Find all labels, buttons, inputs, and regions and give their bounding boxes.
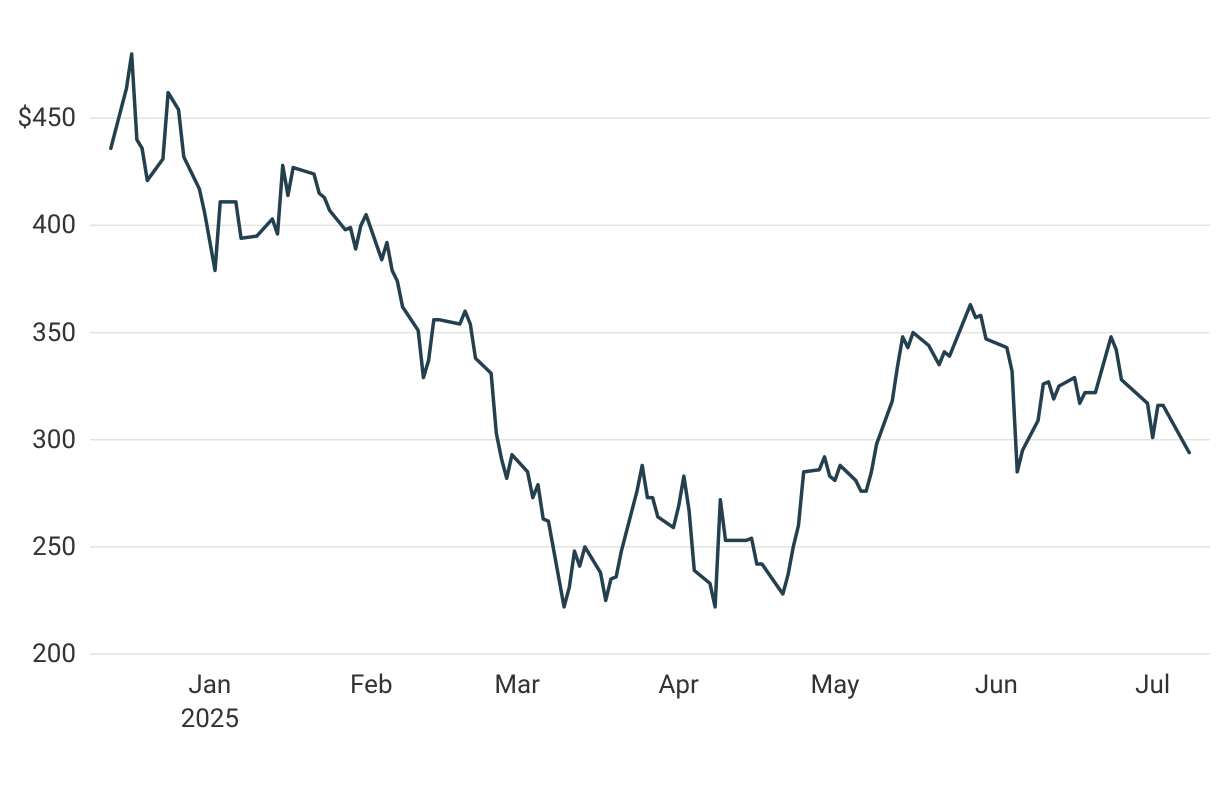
x-tick-label: Jul <box>1135 670 1171 700</box>
y-tick-label: 400 <box>32 210 76 241</box>
x-tick-label: Jun <box>974 670 1018 700</box>
y-tick-label: 350 <box>32 317 76 348</box>
price-line <box>109 52 1191 609</box>
y-tick-label: 250 <box>32 531 76 562</box>
x-tick-label: Apr <box>658 670 699 700</box>
x-tick-label: Mar <box>494 670 540 700</box>
y-tick-label: 300 <box>32 424 76 455</box>
y-tick-label: $450 <box>17 103 76 134</box>
x-tick-label: Jan 2025 <box>180 670 240 734</box>
y-tick-label: 200 <box>32 639 76 669</box>
x-tick-label: May <box>810 670 860 700</box>
x-tick-label: Feb <box>350 670 393 700</box>
